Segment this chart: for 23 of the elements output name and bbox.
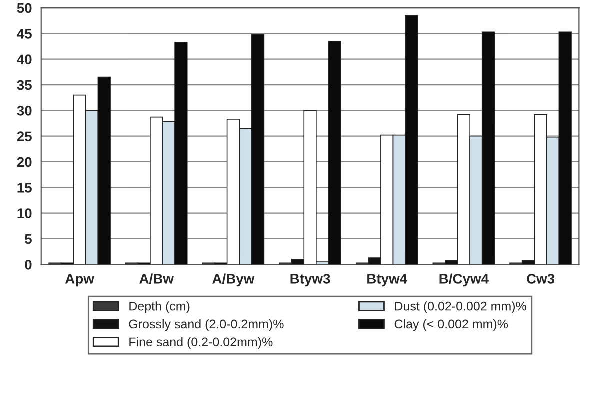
legend-label: Grossly sand (2.0-0.2mm)%	[129, 319, 284, 332]
x-tick-label: Btyw4	[368, 274, 408, 287]
y-tick-label: 50	[17, 3, 32, 14]
y-tick-label: 25	[17, 132, 32, 142]
y-tick-label: 0	[25, 260, 32, 270]
y-tick-label: 5	[25, 234, 32, 244]
y-tick-label: 20	[17, 157, 32, 168]
legend-label: Depth (cm)	[130, 302, 190, 314]
y-tick-label: 45	[17, 29, 32, 39]
y-tick-label: 10	[18, 208, 32, 218]
legend-label: Fine sand (0.2-0.02mm)%	[130, 337, 273, 350]
x-tick-label: A/Bw	[140, 274, 174, 284]
x-tick-label: B/Cyw4	[440, 274, 489, 287]
legend-label: Clay (< 0.002 mm)%	[394, 319, 508, 332]
x-tick-label: A/Byw	[212, 274, 255, 287]
x-tick-label: Btyw3	[290, 274, 330, 287]
x-tick-label: Cw3	[527, 274, 555, 284]
x-tick-label: Apw	[65, 274, 94, 287]
y-tick-label: 40	[17, 54, 32, 65]
y-tick-label: 35	[17, 80, 32, 90]
y-tick-label: 30	[17, 106, 32, 116]
y-tick-label: 15	[18, 183, 32, 193]
legend-label: Dust (0.02-0.002 mm)%	[395, 302, 526, 314]
